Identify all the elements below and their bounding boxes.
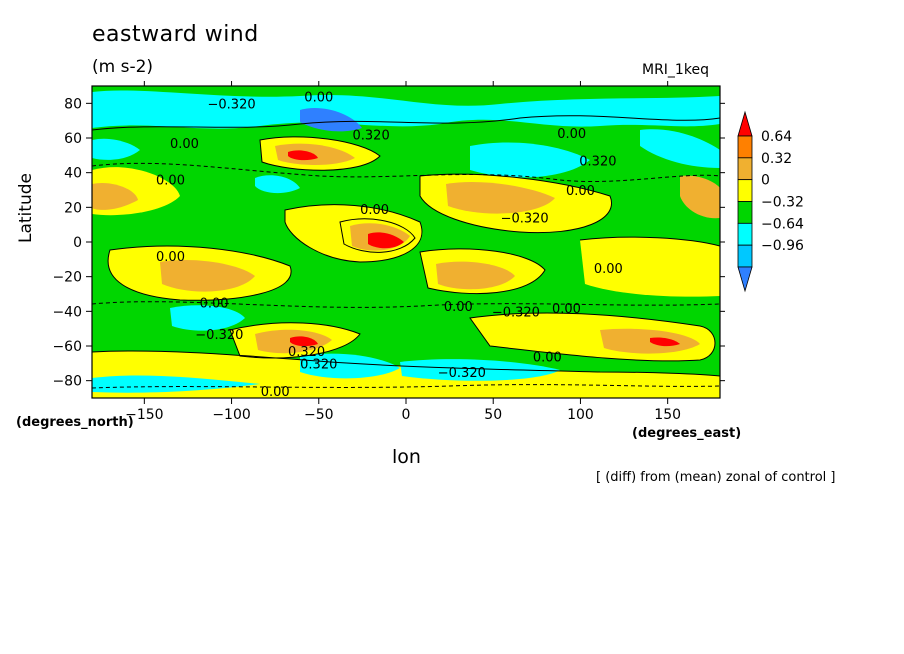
shaded-field	[92, 86, 720, 398]
chart-title: eastward wind	[92, 22, 259, 47]
colorbar-top-arrow	[737, 110, 753, 137]
red-core-n1	[288, 150, 318, 161]
contour-line	[107, 245, 292, 301]
colorbar-label: −0.32	[761, 195, 804, 211]
cyan-spot-mid	[255, 175, 300, 194]
contour-label: 0.00	[444, 300, 473, 315]
orange-region-nw	[92, 182, 138, 210]
red-core-eq	[368, 232, 404, 249]
colorbar-label: 0.32	[761, 151, 792, 167]
x-tick-label: 0	[402, 407, 411, 423]
cyan-region-ne	[640, 129, 720, 168]
colorbar-segment	[737, 201, 753, 224]
colorbar-segment	[737, 157, 753, 181]
contour-label: 0.320	[300, 357, 337, 372]
footnote: [ (diff) from (mean) zonal of control ]	[596, 470, 836, 485]
contour-line	[419, 173, 612, 234]
yellow-region-s3	[580, 237, 720, 297]
y-tick-label: 0	[73, 235, 82, 251]
colorbar-segment	[737, 222, 753, 246]
contour-label: 0.00	[200, 297, 229, 312]
contour-label: 0.320	[353, 129, 390, 144]
cyan-region-s4	[92, 375, 260, 393]
y-tick-label: −80	[52, 374, 82, 390]
cyan-region-s1	[170, 305, 245, 331]
contour-label: 0.00	[557, 127, 586, 142]
colorbar-label: −0.64	[761, 216, 804, 232]
contour-line	[92, 350, 720, 377]
x-tick-label: 100	[567, 407, 594, 423]
contour-label: −0.320	[492, 305, 540, 320]
colorbar: 0.64 0.32 0 −0.32 −0.64 −0.96	[737, 110, 804, 293]
orange-region-s1	[160, 259, 255, 292]
contour-label: 0.00	[566, 184, 595, 199]
colorbar-segment	[737, 179, 753, 202]
y-tick-label: 80	[64, 96, 82, 112]
chart-units: (m s-2)	[92, 57, 154, 77]
contour-label: 0.00	[304, 90, 333, 105]
contour-label: 0.00	[261, 385, 290, 400]
contour-label: 0.320	[288, 345, 325, 360]
x-tick-label: 150	[654, 407, 681, 423]
x-axis: −150 −100 −50 0 50 100 150	[125, 81, 681, 423]
contour-line	[92, 384, 720, 389]
colorbar-label: 0	[761, 173, 770, 189]
cyan-region-north	[92, 90, 720, 129]
colorbar-label: −0.96	[761, 238, 804, 254]
contour-label: 0.00	[360, 203, 389, 218]
cyan-region-s3	[400, 359, 560, 381]
contour-label: −0.320	[208, 97, 256, 112]
orange-region-s2	[436, 261, 515, 290]
contour-label: 0.00	[533, 350, 562, 365]
contour-label: −0.320	[195, 328, 243, 343]
model-label: MRI_1keq	[642, 62, 709, 78]
contour-line	[579, 236, 720, 247]
colorbar-segment	[737, 135, 753, 159]
y-tick-label: 20	[64, 200, 82, 216]
contour-line	[419, 248, 546, 295]
y-tick-label: 40	[64, 166, 82, 182]
contour-lines	[92, 115, 720, 389]
contour-label: 0.00	[156, 174, 185, 189]
x-tick-label: −100	[212, 407, 250, 423]
colorbar-segment	[737, 244, 753, 268]
y-axis: 80 60 40 20 0 −20 −40 −60 −80	[52, 96, 725, 390]
blue-core-north-1	[300, 108, 362, 132]
red-core-s5	[650, 337, 680, 347]
y-tick-label: −40	[52, 304, 82, 320]
contour-line	[284, 204, 423, 263]
contour-label: 0.00	[594, 262, 623, 277]
colorbar-label: 0.64	[761, 129, 792, 145]
cyan-region-s2	[300, 353, 400, 379]
contour-line	[92, 115, 720, 131]
y-axis-units: (degrees_north)	[16, 415, 134, 430]
contour-label: 0.320	[579, 155, 616, 170]
contour-label: −0.320	[438, 366, 486, 381]
contour-line	[92, 162, 720, 182]
contour-line	[469, 312, 716, 362]
orange-region-n2	[446, 181, 555, 214]
y-tick-label: −20	[52, 270, 82, 286]
x-tick-label: −50	[304, 407, 334, 423]
x-tick-label: −150	[125, 407, 163, 423]
x-tick-label: 50	[484, 407, 502, 423]
contour-label: 0.00	[170, 137, 199, 152]
red-core-s4	[290, 336, 318, 347]
contour-label: 0.00	[156, 250, 185, 265]
y-tick-label: −60	[52, 339, 82, 355]
orange-region-n1	[275, 143, 355, 165]
x-axis-label: lon	[392, 446, 421, 468]
cyan-region-north-2	[470, 142, 590, 178]
contour-line	[339, 218, 416, 253]
contour-label: 0.00	[552, 302, 581, 317]
x-axis-units: (degrees_east)	[632, 426, 742, 441]
contour-line	[259, 136, 381, 171]
orange-region-ne	[680, 175, 720, 219]
y-tick-label: 60	[64, 131, 82, 147]
contour-labels: −0.320 0.00 0.00 0.320 0.00 0.00 0.320 0.00 0.00…	[156, 90, 623, 400]
cyan-region-w	[92, 138, 140, 160]
contour-label: −0.320	[501, 212, 549, 227]
colorbar-bottom-arrow	[737, 266, 753, 293]
